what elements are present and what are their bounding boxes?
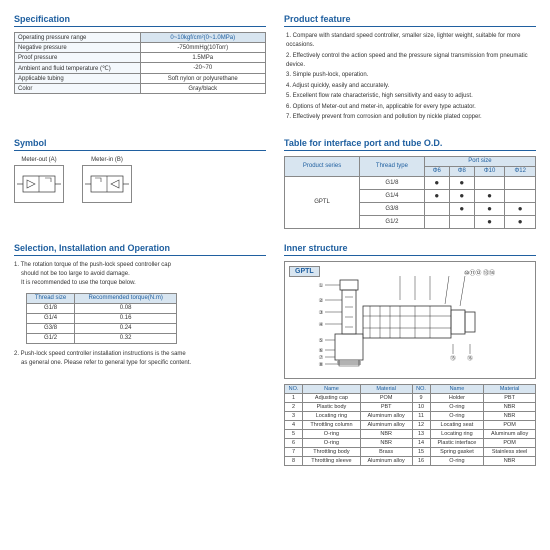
port-table: Product seriesThread typePort size Φ6Φ8Φ… (284, 156, 536, 229)
svg-text:⑯: ⑯ (467, 354, 473, 362)
symbol-diag-a (14, 165, 64, 203)
selection-text2: 2. Push-lock speed controller installati… (14, 350, 266, 368)
svg-text:④: ④ (319, 321, 324, 328)
svg-text:②: ② (319, 297, 324, 304)
feature-list: 1. Compare with standard speed controlle… (284, 32, 536, 122)
inner-heading: Inner structure (284, 243, 536, 256)
symbol-heading: Symbol (14, 138, 266, 151)
svg-text:①: ① (319, 282, 324, 289)
svg-text:⑥: ⑥ (319, 347, 324, 354)
symbol-diag-b (82, 165, 132, 203)
spec-table: Operating pressure range0~10kgf/cm²(0~1.… (14, 32, 266, 94)
selection-text1: 1. The rotation torque of the push-lock … (14, 261, 266, 288)
structure-svg: ① ② ③ ④ ⑤ ⑥⑦⑧ ⑮ ⑯ (285, 262, 535, 370)
feature-heading: Product feature (284, 14, 536, 27)
svg-text:⑦: ⑦ (319, 354, 324, 361)
torque-table: Thread sizeRecommended torque(N.m) G1/80… (26, 293, 177, 344)
port-heading: Table for interface port and tube O.D. (284, 138, 536, 151)
svg-text:⑧: ⑧ (319, 361, 324, 368)
parts-table: NO.NameMaterialNO.NameMaterial 1Adjustin… (284, 384, 536, 466)
svg-text:⑤: ⑤ (319, 337, 324, 344)
selection-heading: Selection, Installation and Operation (14, 243, 266, 256)
svg-text:③: ③ (319, 309, 324, 316)
inner-diagram: GPTL ⑩⑪⑫ ⑬⑭ ①②③④⑤⑥⑦⑧ ⑮⑯ (284, 261, 536, 379)
spec-heading: Specification (14, 14, 266, 27)
svg-text:⑮: ⑮ (450, 354, 456, 362)
symbol-box: Meter-out (A) Meter-in (B) (14, 157, 266, 203)
